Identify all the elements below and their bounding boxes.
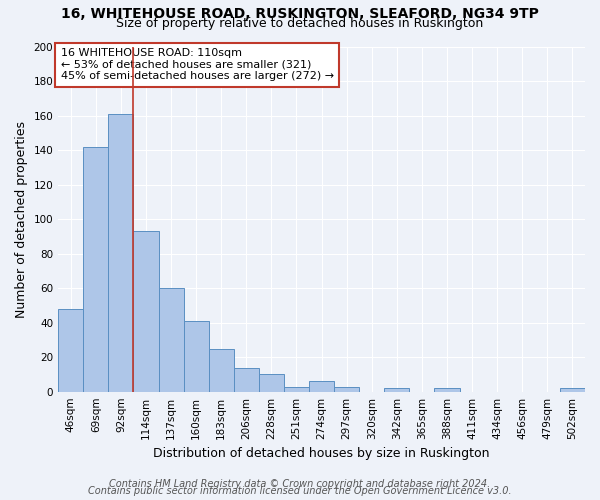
Bar [385,388,409,392]
Bar [209,348,234,392]
Text: 16 WHITEHOUSE ROAD: 110sqm
← 53% of detached houses are smaller (321)
45% of sem: 16 WHITEHOUSE ROAD: 110sqm ← 53% of deta… [61,48,334,82]
Text: Contains HM Land Registry data © Crown copyright and database right 2024.: Contains HM Land Registry data © Crown c… [109,479,491,489]
Text: Size of property relative to detached houses in Ruskington: Size of property relative to detached ho… [116,18,484,30]
Bar [234,368,259,392]
Bar [434,388,460,392]
Bar [334,386,359,392]
Bar [109,114,133,392]
Bar [184,321,209,392]
Bar [560,388,585,392]
Y-axis label: Number of detached properties: Number of detached properties [15,120,28,318]
Bar [158,288,184,392]
Text: 16, WHITEHOUSE ROAD, RUSKINGTON, SLEAFORD, NG34 9TP: 16, WHITEHOUSE ROAD, RUSKINGTON, SLEAFOR… [61,8,539,22]
Bar [133,231,158,392]
Bar [259,374,284,392]
Bar [83,146,109,392]
Bar [58,309,83,392]
Text: Contains public sector information licensed under the Open Government Licence v3: Contains public sector information licen… [88,486,512,496]
Bar [309,382,334,392]
Bar [284,386,309,392]
X-axis label: Distribution of detached houses by size in Ruskington: Distribution of detached houses by size … [154,447,490,460]
